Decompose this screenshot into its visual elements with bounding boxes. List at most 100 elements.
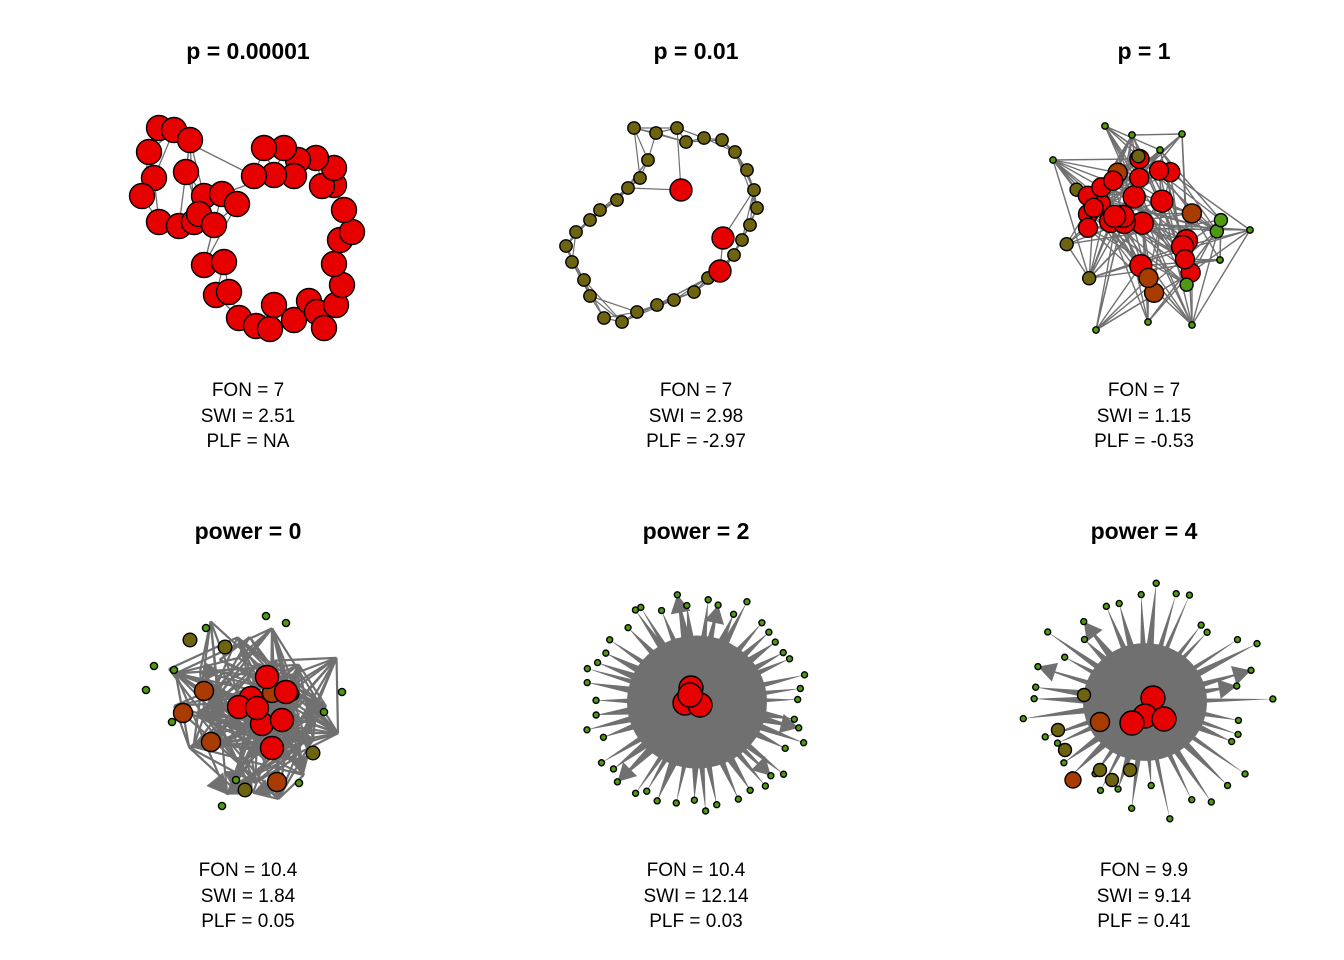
network-node <box>1031 683 1040 691</box>
network-node <box>1148 160 1170 181</box>
arrow-head <box>206 772 228 795</box>
arrow-head <box>204 662 222 682</box>
network-node <box>1019 714 1027 723</box>
network-node <box>172 158 200 186</box>
network-node <box>790 715 799 723</box>
network-node <box>1197 621 1205 629</box>
network-node <box>633 171 647 185</box>
network-node <box>641 153 655 167</box>
arrow-head <box>289 754 310 776</box>
network-node <box>1188 321 1196 329</box>
arrow-head <box>670 594 691 615</box>
fon-stat: FON = 10.4 <box>198 860 298 881</box>
network-node <box>244 695 270 721</box>
panel-p-0.00001: p = 0.00001 FON = 7 SWI = 2.51 PLF = NA <box>24 0 472 480</box>
network-node <box>210 248 238 276</box>
arrow-head <box>277 733 295 751</box>
spoke <box>1188 698 1273 704</box>
spoke <box>1171 730 1228 786</box>
network-node <box>1115 599 1123 608</box>
network-node <box>1253 639 1261 648</box>
network-node <box>583 678 591 687</box>
network-node <box>1152 579 1160 587</box>
arrow-head <box>300 736 316 751</box>
plf-stat: PLF = 0.05 <box>201 911 295 932</box>
spoke <box>601 726 659 763</box>
arrow-head <box>704 605 724 625</box>
network-node <box>1053 739 1062 747</box>
network-node <box>1144 318 1152 326</box>
network-node <box>1246 226 1254 234</box>
plf-stat: PLF = 0.03 <box>649 911 743 932</box>
network-node <box>217 639 233 655</box>
network-node <box>593 203 607 217</box>
network-node <box>800 671 809 679</box>
network-node <box>746 786 754 795</box>
network-node <box>167 717 177 727</box>
network-node <box>266 771 288 793</box>
network-edge <box>188 746 256 784</box>
spoke <box>1184 714 1239 735</box>
network-node <box>613 778 622 786</box>
network-node <box>280 306 308 334</box>
network-node <box>1166 815 1174 823</box>
network-node <box>1057 742 1073 758</box>
arrow-head <box>204 706 224 726</box>
spoke <box>1151 744 1170 819</box>
spoke <box>1023 704 1103 719</box>
network-node <box>193 680 215 702</box>
network-node <box>735 233 749 247</box>
network-node <box>319 707 329 717</box>
network-graph <box>583 591 809 815</box>
spoke <box>640 607 676 661</box>
spoke <box>635 741 674 794</box>
network-node <box>1089 711 1111 733</box>
network-node <box>1216 256 1224 264</box>
panel-title: p = 0.00001 <box>186 38 310 64</box>
network-node <box>1241 770 1249 778</box>
network-node <box>653 797 661 805</box>
spoke <box>730 731 784 775</box>
spoke <box>743 674 805 693</box>
spoke <box>1167 625 1202 669</box>
network-graph <box>141 611 347 811</box>
network-node <box>330 196 358 224</box>
network-edge <box>209 621 219 688</box>
network-node <box>269 707 295 733</box>
network-node <box>793 695 802 704</box>
spoke <box>711 745 739 800</box>
network-edge <box>1104 125 1139 157</box>
network-node <box>1203 628 1211 636</box>
stats-block: FON = 9.9 SWI = 9.14 PLF = 0.41 <box>920 858 1344 935</box>
spoke <box>596 697 649 705</box>
network-node <box>169 665 179 675</box>
network-node <box>593 658 602 667</box>
spoke <box>728 632 769 671</box>
spoke <box>690 750 701 801</box>
network-node <box>260 291 288 319</box>
network-node <box>182 632 198 648</box>
network-node <box>697 131 711 145</box>
network-node <box>172 702 194 724</box>
network-edge <box>252 791 279 800</box>
spoke <box>1072 730 1119 775</box>
network-node <box>201 623 211 633</box>
network-node <box>1128 131 1136 139</box>
network-edge <box>583 279 623 323</box>
network-node <box>200 731 222 753</box>
network-node <box>743 598 751 606</box>
network-node <box>599 733 608 741</box>
arrow-head <box>778 713 799 734</box>
arrow-head <box>1083 621 1103 642</box>
panel-title: p = 1 <box>1117 38 1171 64</box>
network-node <box>715 133 729 147</box>
network-node <box>1179 277 1194 292</box>
network-node <box>765 628 773 636</box>
network-node <box>704 596 712 604</box>
network-node <box>729 610 738 618</box>
network-node <box>1233 682 1241 690</box>
network-node <box>1269 695 1277 703</box>
network-node <box>1076 687 1092 703</box>
spoke <box>697 750 706 812</box>
network-edge <box>1159 149 1222 221</box>
